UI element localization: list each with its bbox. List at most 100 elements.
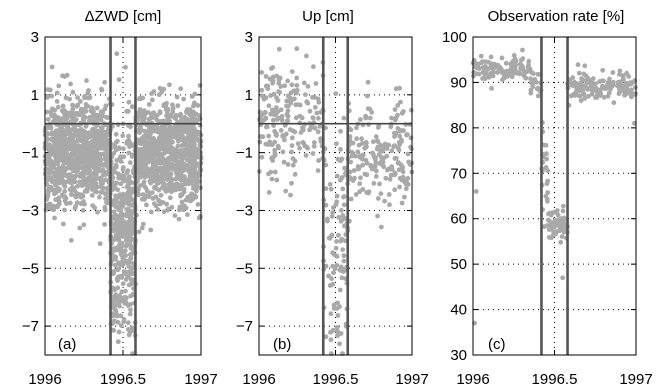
data-point (378, 142, 384, 148)
data-point (144, 202, 149, 208)
data-point (97, 154, 102, 159)
data-point (289, 149, 294, 155)
data-point (120, 167, 126, 173)
data-point (72, 179, 78, 185)
data-point (81, 177, 87, 183)
data-point (126, 99, 132, 105)
data-point (385, 167, 390, 173)
data-point (395, 103, 401, 108)
data-point (484, 71, 489, 77)
y-tick-label: 60 (450, 211, 467, 228)
data-point (194, 188, 199, 194)
data-point (170, 102, 175, 108)
data-point (129, 225, 135, 231)
data-point (284, 98, 290, 104)
data-point (297, 120, 303, 126)
data-point (47, 162, 52, 168)
data-point (161, 102, 167, 108)
data-point (91, 109, 96, 115)
data-point (348, 159, 354, 165)
data-point (288, 90, 294, 96)
data-point (408, 135, 414, 141)
data-point (304, 99, 310, 105)
data-point (61, 221, 66, 227)
data-point (270, 117, 276, 123)
data-point (93, 181, 99, 187)
data-point (190, 197, 195, 202)
data-point (82, 94, 87, 99)
data-point (330, 327, 336, 333)
data-point (627, 90, 632, 96)
data-point (139, 225, 145, 231)
data-point (366, 189, 372, 195)
data-point (372, 164, 378, 169)
data-point (387, 202, 392, 208)
data-point (395, 112, 400, 118)
data-point (137, 128, 143, 134)
data-point (327, 181, 333, 187)
data-point (55, 115, 61, 120)
data-point (404, 180, 409, 185)
data-point (590, 83, 595, 89)
data-point (96, 114, 101, 120)
data-point (189, 162, 195, 168)
panel-c-title: Observation rate [%] (488, 8, 625, 25)
data-point (335, 300, 340, 306)
data-point (408, 107, 414, 113)
data-point (545, 198, 550, 204)
data-point (611, 100, 617, 106)
data-point (118, 154, 123, 160)
data-point (117, 233, 123, 239)
data-point (62, 189, 67, 194)
data-point (394, 156, 399, 161)
data-point (159, 145, 165, 151)
data-point (94, 105, 100, 111)
data-point (403, 186, 409, 192)
data-point (335, 156, 341, 162)
data-point (395, 145, 401, 151)
data-point (118, 159, 124, 164)
data-point (190, 185, 196, 191)
data-point (98, 125, 104, 131)
data-point (373, 134, 379, 140)
data-point (257, 139, 263, 145)
data-point (577, 82, 583, 87)
data-point (517, 61, 523, 67)
data-point (186, 141, 191, 147)
data-point (116, 77, 122, 82)
data-point (117, 293, 122, 298)
data-point (153, 168, 159, 173)
data-point (332, 252, 337, 258)
data-point (381, 164, 387, 170)
data-point (618, 79, 623, 85)
data-point (545, 217, 551, 223)
data-point (535, 93, 541, 99)
data-point (397, 85, 402, 91)
data-point (116, 237, 122, 243)
data-point (543, 142, 549, 148)
data-point (63, 127, 69, 133)
data-point (511, 53, 517, 58)
data-point (292, 96, 297, 102)
data-point (80, 208, 86, 213)
data-point (351, 168, 357, 173)
data-point (126, 150, 132, 156)
data-point (277, 89, 282, 95)
data-point (140, 139, 146, 144)
data-point (105, 155, 111, 161)
data-point (128, 307, 133, 313)
data-point (274, 177, 280, 183)
data-point (285, 93, 291, 99)
data-point (488, 63, 494, 68)
data-point (62, 110, 68, 115)
data-point (586, 93, 591, 99)
data-point (162, 140, 167, 146)
data-point (288, 192, 293, 198)
data-point (145, 110, 151, 115)
y-tick-label: 70 (450, 165, 467, 182)
data-point (382, 198, 387, 204)
data-point (97, 241, 103, 247)
data-point (88, 172, 94, 178)
data-point (157, 85, 163, 91)
data-point (52, 191, 57, 197)
